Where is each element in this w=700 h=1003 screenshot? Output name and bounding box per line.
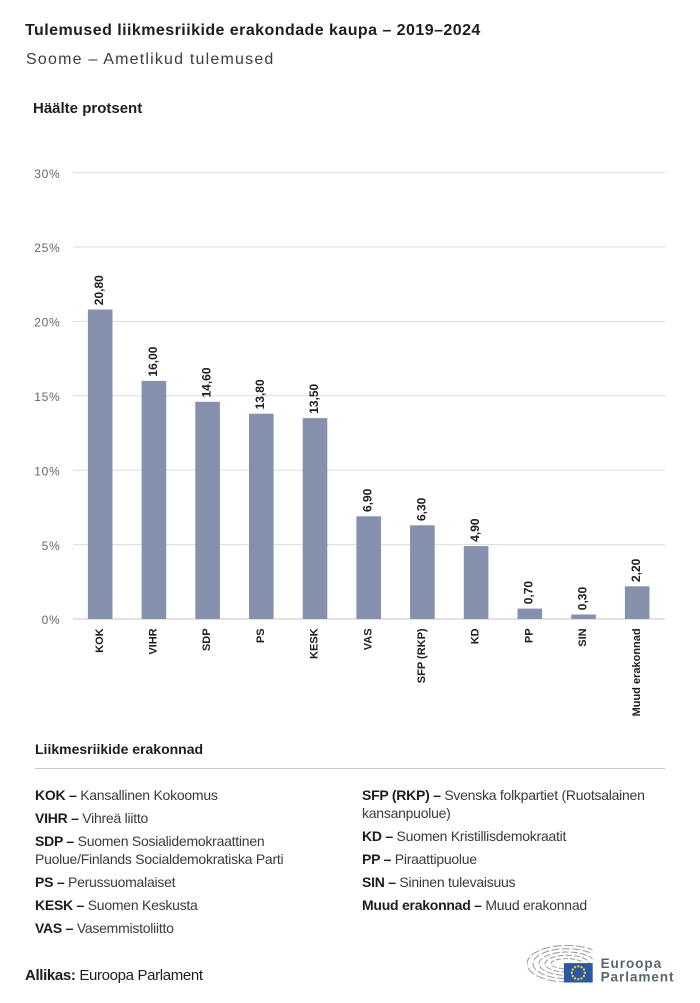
svg-text:6,90: 6,90 — [361, 488, 375, 512]
svg-text:20%: 20% — [34, 316, 60, 330]
svg-text:10%: 10% — [34, 464, 60, 478]
svg-text:SFP (RKP): SFP (RKP) — [416, 628, 428, 683]
svg-text:SIN: SIN — [577, 628, 589, 646]
svg-text:2,20: 2,20 — [629, 558, 643, 582]
svg-text:SDP: SDP — [201, 628, 213, 651]
svg-text:PS: PS — [255, 628, 267, 643]
svg-text:0,30: 0,30 — [575, 587, 589, 611]
svg-text:25%: 25% — [34, 241, 60, 255]
svg-text:VAS: VAS — [362, 628, 374, 650]
svg-text:20,80: 20,80 — [92, 275, 106, 305]
svg-text:KD: KD — [470, 628, 482, 644]
svg-text:KESK: KESK — [309, 628, 321, 659]
svg-text:13,80: 13,80 — [253, 379, 267, 409]
svg-text:KOK: KOK — [94, 628, 106, 653]
svg-text:0%: 0% — [42, 613, 61, 627]
svg-text:13,50: 13,50 — [307, 383, 321, 413]
svg-text:5%: 5% — [42, 539, 61, 553]
svg-text:6,30: 6,30 — [414, 497, 428, 521]
svg-text:VIHR: VIHR — [148, 628, 160, 654]
svg-text:Muud erakonnad: Muud erakonnad — [631, 628, 643, 716]
svg-text:Parlament: Parlament — [601, 969, 675, 984]
svg-text:15%: 15% — [34, 390, 60, 404]
svg-text:16,00: 16,00 — [146, 346, 160, 376]
svg-text:30%: 30% — [34, 167, 60, 181]
svg-text:PP: PP — [523, 628, 535, 643]
svg-text:0,70: 0,70 — [522, 581, 536, 605]
svg-text:4,90: 4,90 — [468, 518, 482, 542]
svg-text:14,60: 14,60 — [200, 367, 214, 397]
svg-text:Euroopa: Euroopa — [601, 956, 662, 971]
